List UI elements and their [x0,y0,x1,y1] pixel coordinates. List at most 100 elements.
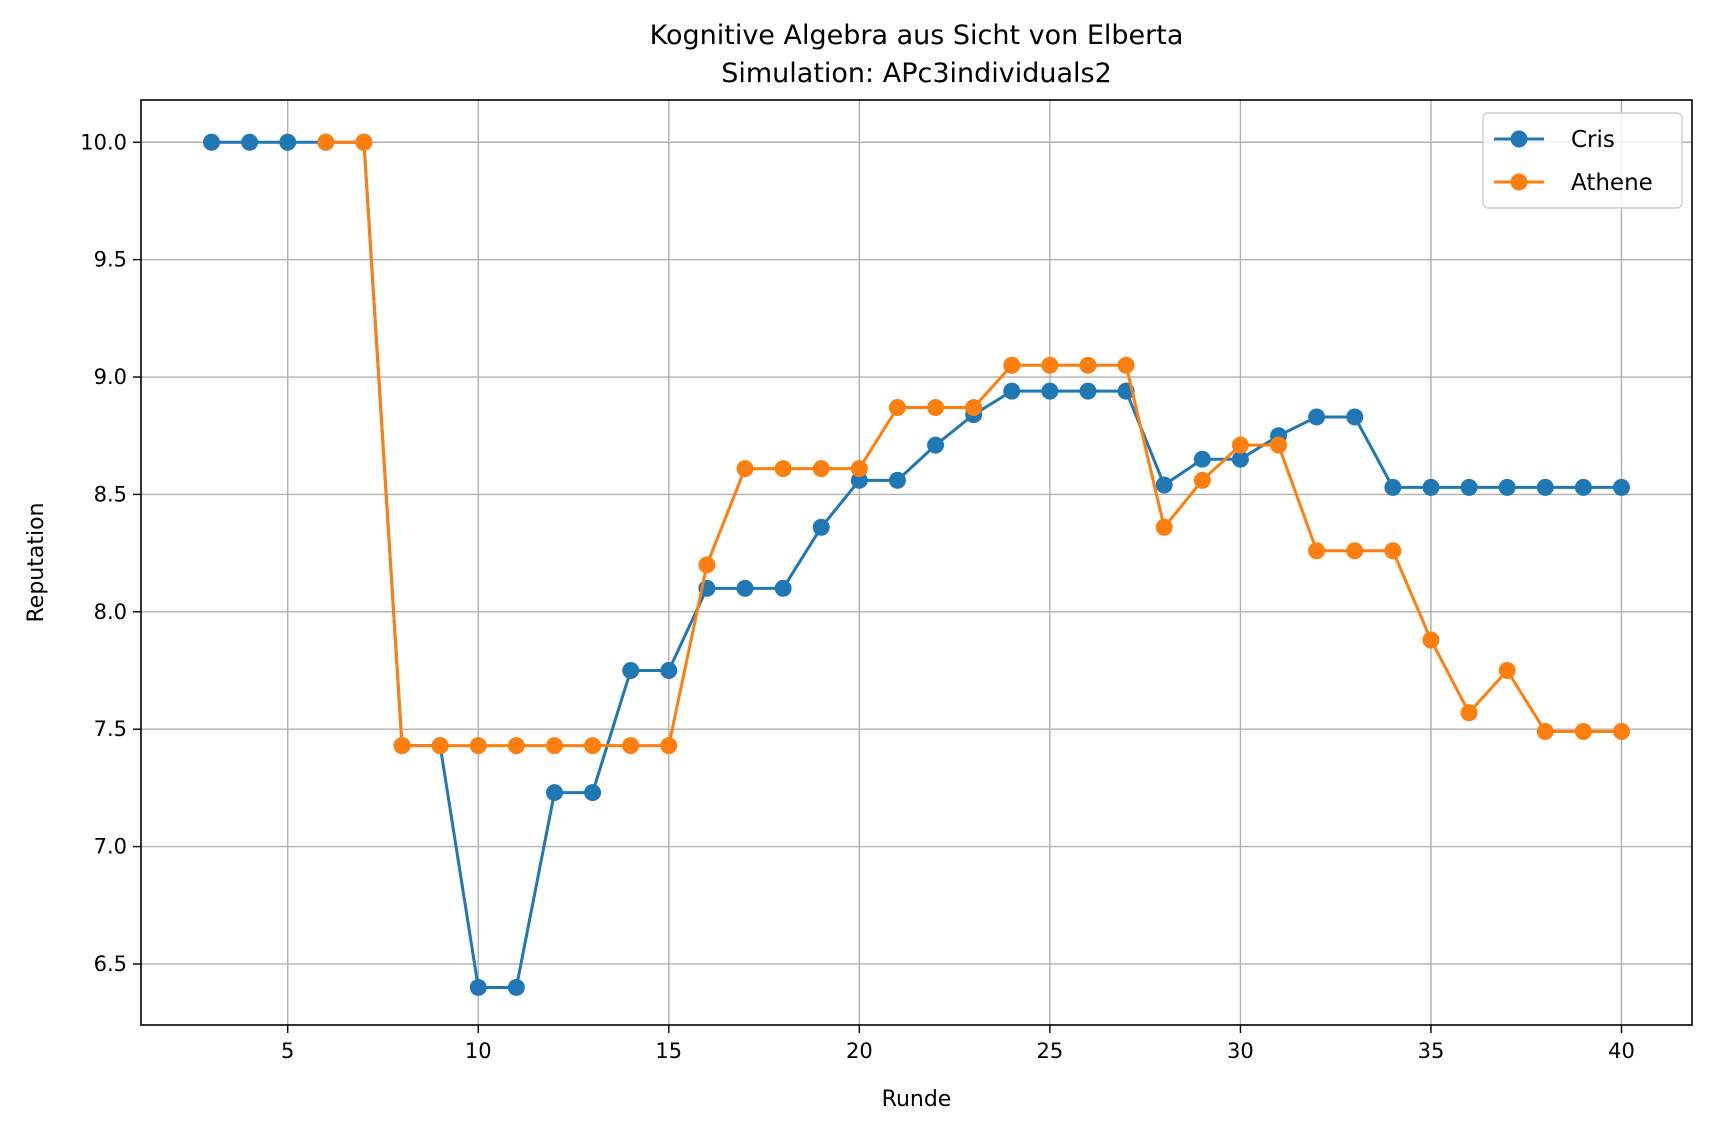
x-tick-label: 5 [281,1039,294,1063]
y-tick-label: 8.0 [94,600,127,624]
legend-items: Cris Athene [1494,127,1653,196]
data-point-athene [1079,356,1097,374]
data-point-cris [1193,450,1211,468]
data-point-athene [1422,631,1440,649]
data-point-cris [469,978,487,996]
data-point-athene [850,460,868,478]
data-point-athene [1308,542,1326,560]
data-point-cris [850,471,868,489]
data-point-athene [317,133,335,151]
data-point-cris [660,661,678,679]
data-point-athene [888,399,906,417]
series-line-athene [325,140,1622,748]
data-point-athene [1117,356,1135,374]
data-point-athene [355,133,373,151]
data-point-athene [1155,518,1173,536]
y-tick-label: 9.0 [94,365,127,389]
x-tick-label: 25 [1037,1039,1064,1063]
data-point-athene [1613,723,1630,741]
data-point-cris [1155,476,1173,494]
data-point-cris [622,661,640,679]
x-tick-label: 35 [1418,1039,1445,1063]
data-point-cris [584,784,602,802]
x-tick-label: 40 [1608,1039,1635,1063]
data-point-cris [1003,382,1021,400]
data-point-cris [279,133,297,151]
axis-ticks: 5 10 15 20 25 30 35 40 6.5 7.0 7.5 8.0 8.5 9.0 9.5 10.0 [80,130,1635,1063]
data-point-cris [1613,478,1630,496]
data-point-athene [1460,704,1478,722]
data-point-cris [1498,478,1516,496]
series-layer [203,133,1630,996]
data-point-cris [1384,478,1402,496]
data-point-cris [1536,478,1554,496]
series-cris [203,133,1630,996]
data-point-athene [1041,356,1059,374]
data-point-athene [927,399,945,417]
data-point-athene [1346,542,1364,560]
data-point-cris [1231,450,1249,468]
data-point-athene [736,460,754,478]
legend-marker-athene [1510,173,1528,191]
data-point-cris [1079,382,1097,400]
data-point-athene [1270,436,1288,454]
data-point-cris [1041,382,1059,400]
data-point-cris [507,978,525,996]
x-tick-label: 30 [1227,1039,1254,1063]
data-point-athene [774,460,792,478]
y-axis-label: Reputation [24,503,49,623]
x-tick-label: 20 [846,1039,873,1063]
legend-label-athene: Athene [1571,170,1653,196]
legend: Cris Athene [1482,112,1683,209]
data-point-cris [774,579,792,597]
data-point-cris [545,784,563,802]
y-tick-label: 8.5 [94,482,127,506]
data-point-cris [1346,408,1364,426]
y-tick-label: 6.5 [94,952,127,976]
data-point-athene [1536,723,1554,741]
series-line-cris [211,140,1622,989]
data-point-athene [393,737,411,755]
y-tick-label: 9.5 [94,248,127,272]
data-point-athene [545,737,563,755]
x-tick-label: 10 [465,1039,492,1063]
data-point-athene [1498,661,1516,679]
data-point-athene [660,737,678,755]
data-point-athene [1574,723,1592,741]
data-point-cris [927,436,945,454]
data-point-cris [1574,478,1592,496]
legend-marker-cris [1510,130,1528,148]
data-point-cris [812,518,830,536]
data-point-athene [622,737,640,755]
data-point-athene [812,460,830,478]
data-point-athene [1003,356,1021,374]
data-point-athene [1384,542,1402,560]
data-point-cris [736,579,754,597]
plot-frame [140,99,1693,1026]
legend-box [1482,112,1683,209]
data-point-athene [1193,471,1211,489]
series-athene [317,133,1630,755]
chart-title: Kognitive Algebra aus Sicht von Elberta [650,20,1184,51]
data-point-athene [431,737,449,755]
data-point-cris [203,133,220,151]
data-point-cris [241,133,259,151]
data-point-athene [584,737,602,755]
y-tick-label: 7.5 [94,717,127,741]
data-point-cris [1422,478,1440,496]
chart-subtitle: Simulation: APc3individuals2 [721,58,1112,89]
data-point-cris [888,471,906,489]
data-point-athene [965,399,983,417]
y-tick-label: 7.0 [94,835,127,859]
x-axis-label: Runde [882,1087,952,1112]
data-point-athene [507,737,525,755]
y-tick-label: 10.0 [80,130,127,154]
data-point-athene [469,737,487,755]
x-tick-label: 15 [655,1039,682,1063]
data-point-cris [1460,478,1478,496]
data-point-cris [1308,408,1326,426]
legend-label-cris: Cris [1571,127,1615,153]
data-point-athene [698,556,716,574]
grid-lines [141,100,1692,1025]
data-point-athene [1231,436,1249,454]
